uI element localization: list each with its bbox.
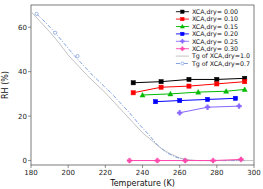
data-point — [211, 158, 216, 163]
x-tick — [68, 165, 69, 168]
data-point — [131, 91, 135, 95]
legend-label: Tg of XCA,dry=0.7 — [191, 60, 250, 68]
data-point — [159, 80, 163, 84]
x-tick — [179, 165, 180, 168]
y-tick — [28, 116, 31, 117]
legend-marker — [181, 32, 184, 35]
plot-area — [31, 12, 254, 163]
data-point — [239, 157, 244, 162]
data-point — [131, 81, 135, 85]
data-point — [159, 85, 163, 89]
data-point — [168, 91, 173, 96]
y-tick-label: 40 — [18, 68, 27, 76]
data-point — [205, 97, 209, 101]
data-point — [177, 110, 182, 115]
x-tick-label: 200 — [61, 169, 74, 177]
y-axis-label: RH (%) — [1, 71, 10, 99]
data-point — [205, 105, 210, 110]
y-tick-label: 60 — [18, 24, 27, 32]
data-point — [215, 77, 219, 81]
data-point — [187, 77, 191, 81]
y-tick-label: 0 — [23, 157, 27, 165]
legend-marker — [181, 62, 184, 65]
series-line — [37, 14, 245, 161]
x-tick-label: 260 — [173, 169, 186, 177]
x-tick-label: 280 — [210, 169, 223, 177]
data-point — [127, 158, 132, 163]
x-tick — [142, 165, 143, 168]
x-tick-label: 240 — [136, 169, 149, 177]
data-point — [183, 158, 188, 163]
x-tick-label: 180 — [24, 169, 37, 177]
data-point — [196, 90, 201, 95]
series-line — [143, 89, 245, 95]
data-point — [187, 84, 191, 88]
x-tick — [216, 165, 217, 168]
data-point — [242, 87, 247, 92]
x-tick — [254, 165, 255, 168]
x-tick-label: 300 — [247, 169, 260, 177]
legend-marker — [181, 10, 184, 13]
legend-marker — [181, 17, 184, 20]
data-point — [155, 158, 160, 163]
legend-marker — [180, 47, 184, 51]
x-axis-label: Temperature (K) — [109, 179, 175, 188]
data-point — [233, 96, 237, 100]
y-tick — [28, 160, 31, 161]
legend-marker — [180, 39, 184, 43]
y-tick-label: 20 — [18, 113, 27, 121]
data-point — [224, 89, 229, 94]
series-marker — [76, 55, 79, 58]
plot-frame — [31, 5, 254, 165]
data-point — [140, 92, 145, 97]
series-line — [31, 12, 254, 161]
series-marker — [54, 31, 57, 34]
x-tick-label: 220 — [99, 169, 112, 177]
y-tick — [28, 27, 31, 28]
data-point — [237, 104, 242, 109]
legend: XCA,dry= 0.00XCA,dry= 0.10XCA,dry= 0.15X… — [176, 8, 250, 68]
series-line — [133, 78, 245, 82]
x-tick — [105, 165, 106, 168]
legend-marker — [180, 24, 184, 28]
x-tick — [31, 165, 32, 168]
chart: 180 200 220 240 260 280 300 0 20 40 60 Temperature … — [0, 0, 263, 189]
y-tick — [28, 71, 31, 72]
legend-handle — [176, 56, 189, 57]
data-point — [243, 80, 247, 84]
data-point — [153, 100, 157, 104]
series-marker — [35, 12, 38, 15]
series-line — [156, 98, 236, 101]
data-point — [178, 98, 182, 102]
data-point — [215, 82, 219, 86]
